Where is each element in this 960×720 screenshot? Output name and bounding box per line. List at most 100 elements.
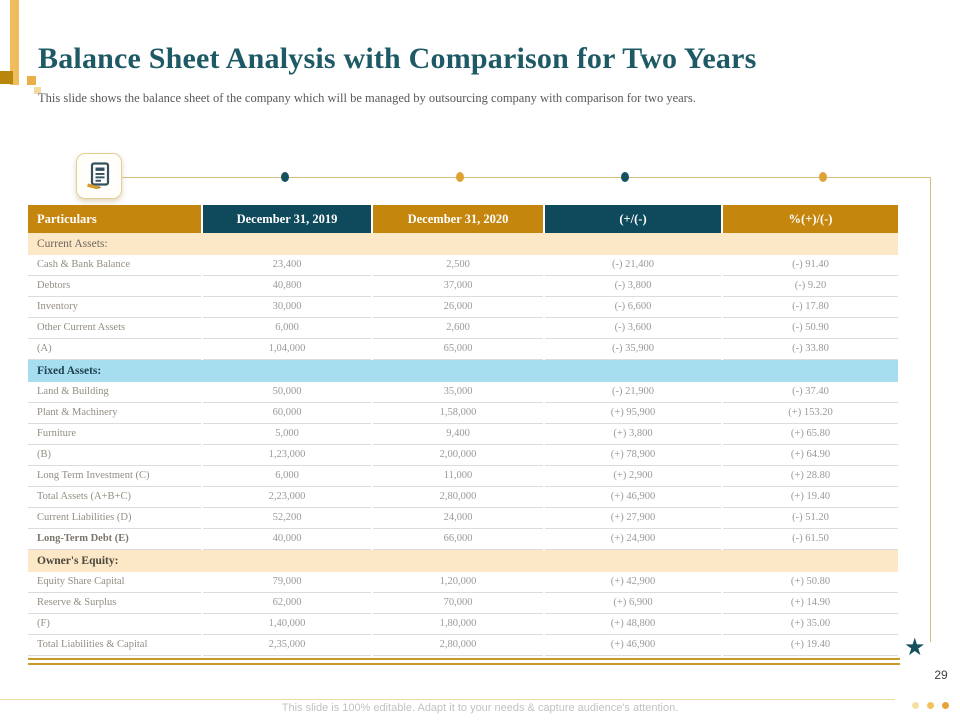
table-cell: 2,80,000 — [373, 635, 543, 656]
table-cell: 2,00,000 — [373, 445, 543, 466]
footer-dot-1 — [912, 702, 919, 709]
table-row-label: Total Liabilities & Capital — [28, 635, 201, 656]
timeline-dot-4 — [819, 172, 827, 182]
footer-text: This slide is 100% editable. Adapt it to… — [281, 702, 679, 714]
table-cell: (+) 46,900 — [545, 487, 721, 508]
table-header-3: December 31, 2020 — [373, 205, 543, 233]
deco-dark-square — [0, 71, 13, 84]
table-cell: (+) 42,900 — [545, 572, 721, 593]
section-row-1: Current Assets: — [28, 233, 898, 255]
table-cell: 50,000 — [203, 382, 371, 403]
table-header-2: December 31, 2019 — [203, 205, 371, 233]
calculator-icon — [86, 161, 109, 189]
section-row-2: Fixed Assets: — [28, 360, 898, 382]
table-row-label: Reserve & Surplus — [28, 593, 201, 614]
deco-medium-square — [27, 76, 36, 85]
table-cell: 2,23,000 — [203, 487, 371, 508]
table-cell: 23,400 — [203, 255, 371, 276]
table-cell: 40,800 — [203, 276, 371, 297]
table-cell: (-) 3,800 — [545, 276, 721, 297]
table-row-label: (B) — [28, 445, 201, 466]
table-row-label: Current Liabilities (D) — [28, 508, 201, 529]
table-cell: 66,000 — [373, 529, 543, 550]
footer-dot-2 — [927, 702, 934, 709]
table-header-5: %(+)/(-) — [723, 205, 898, 233]
table-cell: 2,80,000 — [373, 487, 543, 508]
table-cell: (-) 35,900 — [545, 339, 721, 360]
table-cell: (+) 64.90 — [723, 445, 898, 466]
table-cell: (-) 21,900 — [545, 382, 721, 403]
table-header-4: (+/(-) — [545, 205, 721, 233]
table-cell: (-) 51.20 — [723, 508, 898, 529]
table-cell: 2,500 — [373, 255, 543, 276]
balance-sheet-table: Particulars December 31, 2019 December 31,… — [28, 205, 900, 656]
table-cell: (-) 17.80 — [723, 297, 898, 318]
table-cell: 1,80,000 — [373, 614, 543, 635]
table-row-label: Long Term Investment (C) — [28, 466, 201, 487]
table-cell: (-) 91.40 — [723, 255, 898, 276]
table-cell: 1,20,000 — [373, 572, 543, 593]
table-cell: 1,58,000 — [373, 403, 543, 424]
table-row-label: (A) — [28, 339, 201, 360]
timeline-dot-3 — [621, 172, 629, 182]
table-cell: (+) 24,900 — [545, 529, 721, 550]
table-cell: (+) 14.90 — [723, 593, 898, 614]
footer-line — [0, 699, 895, 700]
timeline-dot-1 — [281, 172, 289, 182]
table-cell: (-) 33.80 — [723, 339, 898, 360]
table-cell: (+) 27,900 — [545, 508, 721, 529]
table-cell: (+) 95,900 — [545, 403, 721, 424]
table-cell: (-) 37.40 — [723, 382, 898, 403]
table-cell: 9,400 — [373, 424, 543, 445]
table-row-label: Long-Term Debt (E) — [28, 529, 201, 550]
table-cell: 65,000 — [373, 339, 543, 360]
table-cell: 79,000 — [203, 572, 371, 593]
table-cell: 37,000 — [373, 276, 543, 297]
table-cell: (+) 19.40 — [723, 635, 898, 656]
table-cell: (+) 50.80 — [723, 572, 898, 593]
section-row-3: Owner's Equity: — [28, 550, 898, 572]
table-cell: (+) 19.40 — [723, 487, 898, 508]
table-cell: (-) 3,600 — [545, 318, 721, 339]
page-number: 29 — [934, 668, 948, 682]
table-cell: (+) 2,900 — [545, 466, 721, 487]
table-cell: (+) 78,900 — [545, 445, 721, 466]
table-cell: 35,000 — [373, 382, 543, 403]
table-cell: (-) 21,400 — [545, 255, 721, 276]
table-cell: (-) 9.20 — [723, 276, 898, 297]
table-cell: (+) 3,800 — [545, 424, 721, 445]
table-cell: (+) 6,900 — [545, 593, 721, 614]
table-row-label: (F) — [28, 614, 201, 635]
table-header-1: Particulars — [28, 205, 201, 233]
table-cell: 26,000 — [373, 297, 543, 318]
table-row-label: Equity Share Capital — [28, 572, 201, 593]
table-cell: 11,000 — [373, 466, 543, 487]
table-cell: 5,000 — [203, 424, 371, 445]
table-row-label: Other Current Assets — [28, 318, 201, 339]
table-cell: 2,600 — [373, 318, 543, 339]
table-row-label: Plant & Machinery — [28, 403, 201, 424]
star-icon: ★ — [904, 635, 926, 661]
table-cell: 1,40,000 — [203, 614, 371, 635]
table-row-label: Cash & Bank Balance — [28, 255, 201, 276]
timeline-vertical-line — [930, 177, 931, 642]
page-title: Balance Sheet Analysis with Comparison f… — [38, 42, 757, 75]
table-cell: (+) 46,900 — [545, 635, 721, 656]
table-cell: (+) 65.80 — [723, 424, 898, 445]
timeline-dot-2 — [456, 172, 464, 182]
table-cell: 6,000 — [203, 466, 371, 487]
deco-gold-bar — [10, 0, 19, 85]
table-cell: 24,000 — [373, 508, 543, 529]
table-cell: (+) 153.20 — [723, 403, 898, 424]
table-cell: 52,200 — [203, 508, 371, 529]
table-row-label: Debtors — [28, 276, 201, 297]
table-cell: 40,000 — [203, 529, 371, 550]
table-cell: 2,35,000 — [203, 635, 371, 656]
timeline-line — [122, 177, 930, 178]
table-row-label: Land & Building — [28, 382, 201, 403]
table-cell: (+) 35.00 — [723, 614, 898, 635]
table-cell: 30,000 — [203, 297, 371, 318]
table-bottom-double-line — [28, 658, 900, 665]
icon-card — [76, 153, 122, 199]
